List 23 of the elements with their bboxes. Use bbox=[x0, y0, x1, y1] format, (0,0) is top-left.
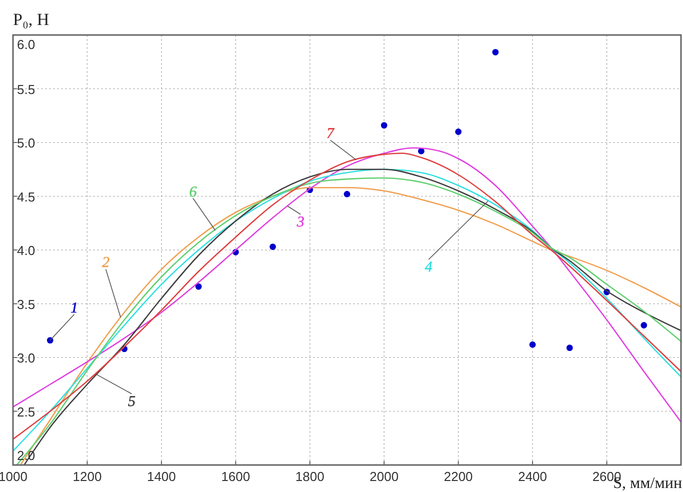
y-tick-label: 4.0 bbox=[17, 243, 36, 258]
x-tick-label: 1400 bbox=[146, 469, 176, 484]
series-label: 3 bbox=[296, 214, 304, 230]
x-tick-label: 1600 bbox=[221, 469, 250, 484]
y-tick-label: 3.0 bbox=[17, 350, 36, 366]
x-tick-label: 2400 bbox=[518, 469, 548, 484]
y-tick-label: 4.5 bbox=[17, 189, 36, 204]
text: 6 bbox=[189, 184, 198, 200]
text: 2 bbox=[102, 255, 110, 272]
y-tick-label: 5.5 bbox=[17, 82, 36, 97]
y-tick-label: 3.5 bbox=[17, 296, 36, 312]
text: 5 bbox=[128, 394, 136, 410]
series-label: 7 bbox=[326, 126, 336, 142]
series-label: 1 bbox=[70, 300, 78, 316]
x-tick-label: 2200 bbox=[444, 469, 473, 484]
text: 4 bbox=[424, 260, 433, 276]
y-tick-label: 2.5 bbox=[17, 404, 36, 420]
x-tick-label: 2000 bbox=[370, 469, 399, 484]
x-tick-label: 1800 bbox=[295, 469, 324, 484]
y-tick-label: 5.0 bbox=[17, 136, 36, 150]
x-tick-label: 1200 bbox=[72, 469, 102, 484]
y-tick-label: 6.0 bbox=[17, 37, 36, 52]
y-axis-title: P₀, Н bbox=[13, 10, 50, 29]
